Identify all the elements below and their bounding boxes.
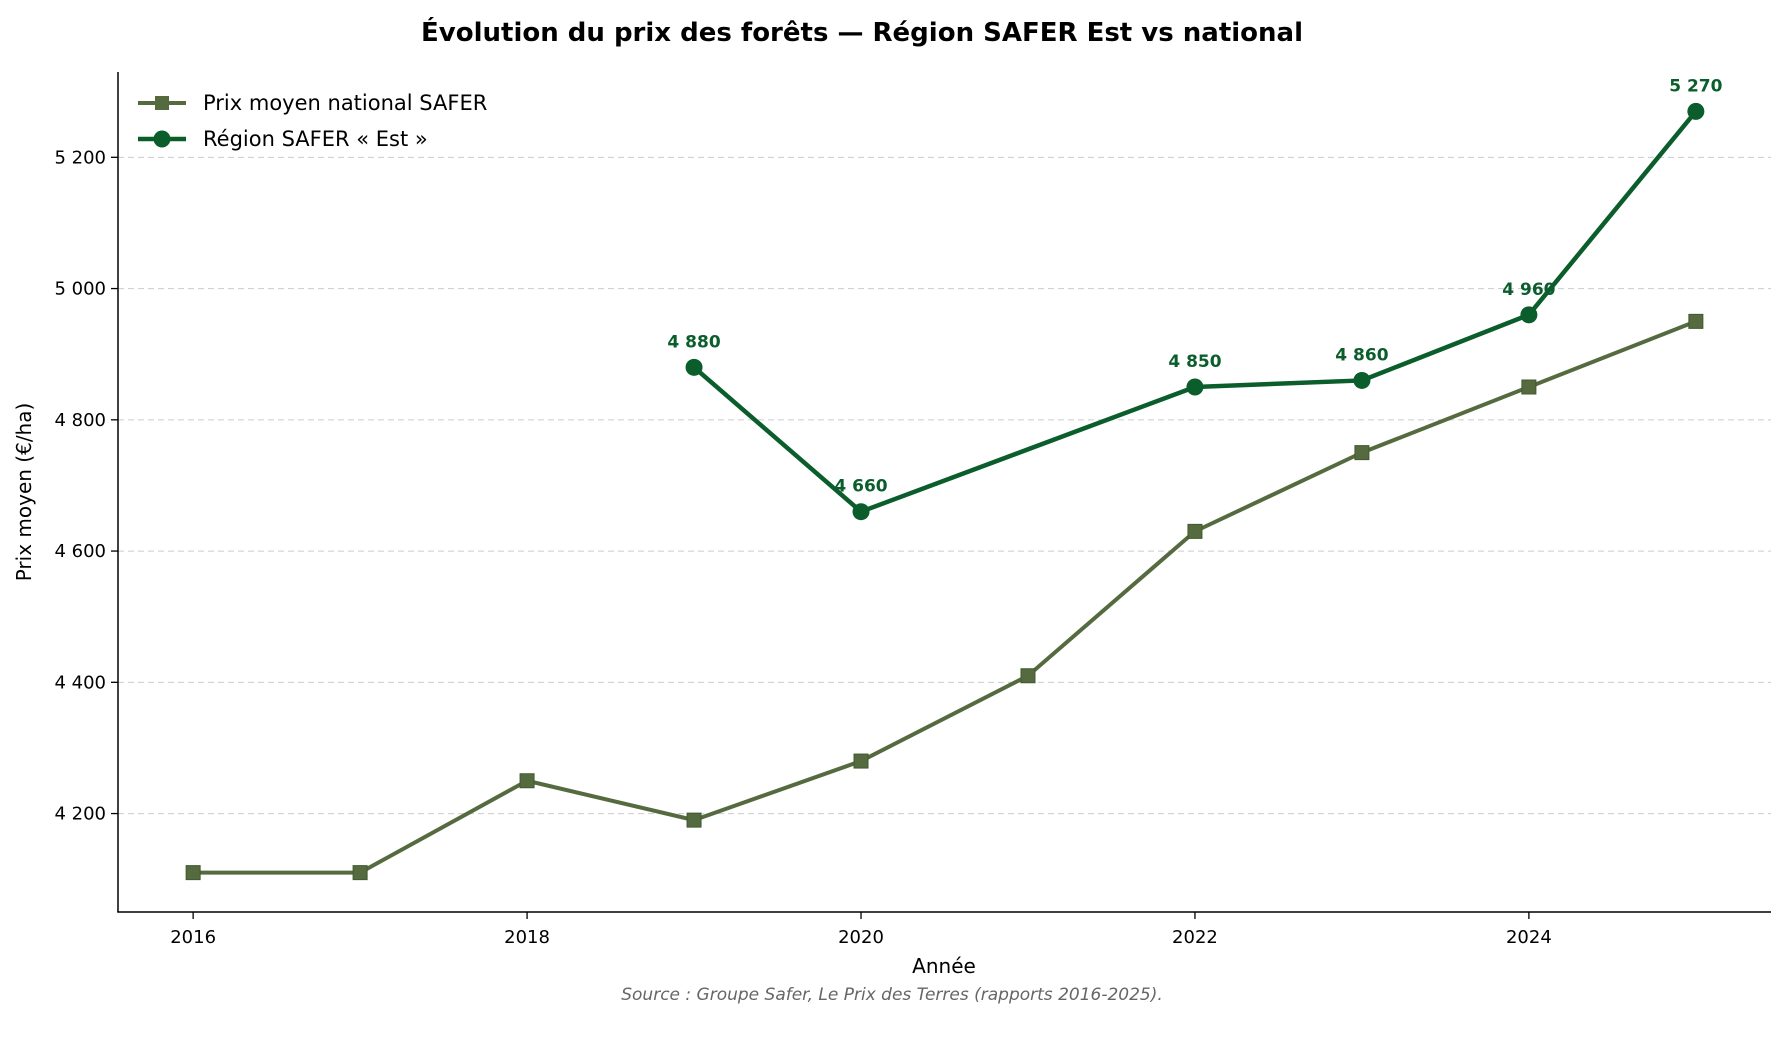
series-markers	[185, 102, 1705, 881]
national-point	[853, 753, 869, 769]
national-point	[686, 812, 702, 828]
y-tick-label: 4 800	[54, 410, 106, 431]
national-point	[1521, 379, 1537, 395]
data-label: 5 270	[1669, 76, 1722, 96]
axis-ticks: 4 200 4 400 4 600 4 800 5 000 5 200 2016 2018 20…	[54, 147, 1551, 948]
national-point	[1354, 445, 1370, 461]
series-line-2	[692, 109, 1698, 514]
national-point	[185, 865, 201, 881]
national-point	[352, 865, 368, 881]
data-labels: 4 880 4 660 4 850 4 860 4 960 5 270	[667, 76, 1722, 496]
region-point	[1186, 378, 1204, 396]
national-point	[519, 773, 535, 789]
axes	[117, 72, 1771, 913]
x-tick-label: 2016	[170, 927, 216, 948]
national-point	[1020, 668, 1036, 684]
data-label: 4 960	[1502, 280, 1555, 300]
y-tick-label: 4 400	[54, 672, 106, 693]
series-line-1	[193, 319, 1697, 875]
chart-title: Évolution du prix des forêts — Région SA…	[421, 16, 1303, 48]
grid-lines	[118, 156, 1771, 815]
y-tick-label: 4 600	[54, 541, 106, 562]
region-point	[852, 503, 870, 521]
data-label: 4 850	[1168, 352, 1221, 372]
y-tick-label: 5 000	[54, 279, 106, 300]
y-tick-label: 4 200	[54, 804, 106, 825]
data-label: 4 880	[667, 332, 720, 352]
legend-square-marker	[155, 96, 169, 110]
region-point	[1687, 102, 1705, 120]
x-tick-label: 2024	[1506, 927, 1552, 948]
national-point	[1688, 313, 1704, 329]
x-tick-label: 2018	[504, 927, 550, 948]
y-axis-label: Prix moyen (€/ha)	[12, 403, 36, 582]
legend-circle-marker	[153, 130, 171, 148]
national-point	[1187, 523, 1203, 539]
data-label: 4 660	[834, 477, 887, 497]
region-point	[1520, 306, 1538, 324]
legend: Prix moyen national SAFER Région SAFER « …	[138, 91, 487, 151]
x-tick-label: 2020	[838, 927, 884, 948]
data-label: 4 860	[1335, 345, 1388, 365]
x-tick-label: 2022	[1172, 927, 1218, 948]
region-point	[1353, 371, 1371, 389]
legend-label: Région SAFER « Est »	[203, 127, 428, 151]
x-axis-label: Année	[912, 954, 976, 978]
y-tick-label: 5 200	[54, 147, 106, 168]
region-point	[685, 358, 703, 376]
legend-label: Prix moyen national SAFER	[203, 91, 487, 115]
series-lines	[193, 109, 1698, 875]
source-note: Source : Groupe Safer, Le Prix des Terre…	[621, 985, 1163, 1005]
